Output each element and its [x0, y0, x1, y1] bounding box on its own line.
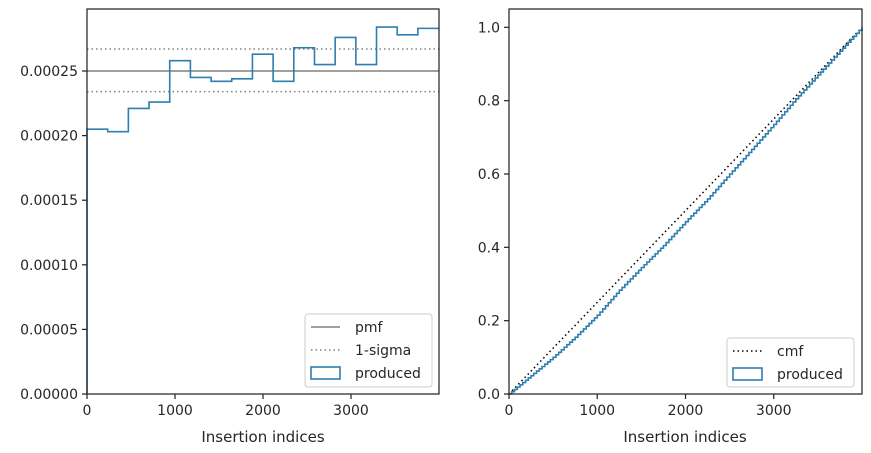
legend-label: produced [355, 366, 421, 382]
pmf-x-axis-label: Insertion indices [201, 428, 324, 446]
x-tick-label: 0 [83, 403, 92, 419]
y-tick-label: 0.00005 [20, 322, 78, 338]
pmf-plot-area [86, 26, 439, 394]
x-tick-label: 3000 [756, 403, 792, 419]
x-tick-label: 2000 [668, 403, 704, 419]
y-tick-label: 0.00015 [20, 193, 78, 209]
pmf-ticks: 0 1000 2000 3000 0.00000 0.00005 0.00010 0.0001… [20, 64, 369, 419]
legend-produced-patch [310, 366, 341, 380]
y-tick-label: 0.00020 [20, 129, 78, 145]
y-tick-label: 0.6 [478, 167, 500, 183]
cmf-ticks: 0 1000 2000 3000 0.0 0.2 0.4 0.6 0.8 1.0 [478, 20, 792, 419]
cmf-panel: 0 1000 2000 3000 0.0 0.2 0.4 0.6 0.8 1.0 Insertio… [478, 8, 863, 446]
cmf-line [508, 26, 863, 395]
y-tick-label: 0.4 [478, 240, 500, 256]
legend-label: produced [777, 367, 843, 383]
cmf-x-axis-label: Insertion indices [623, 428, 746, 446]
legend-box [726, 337, 855, 388]
x-tick-label: 2000 [245, 403, 281, 419]
cmf-legend: cmf produced [726, 337, 855, 388]
x-tick-label: 0 [505, 403, 514, 419]
legend-label: cmf [777, 344, 804, 360]
pmf-legend: pmf 1-sigma produced [304, 313, 433, 388]
produced-histogram [86, 26, 439, 394]
y-tick-label: 0.0 [478, 387, 500, 403]
y-tick-label: 0.00010 [20, 258, 78, 274]
y-tick-label: 0.00025 [20, 64, 78, 80]
produced-cumulative-line [509, 27, 863, 395]
legend-produced-patch [732, 367, 763, 381]
pmf-panel: 0 1000 2000 3000 0.00000 0.00005 0.00010 0.0001… [20, 8, 440, 446]
x-tick-label: 3000 [333, 403, 369, 419]
y-tick-label: 0.2 [478, 314, 500, 330]
cmf-axes-frame [508, 8, 863, 395]
x-tick-label: 1000 [579, 403, 615, 419]
legend-label: 1-sigma [355, 343, 411, 359]
cmf-plot-area [508, 26, 863, 395]
y-tick-label: 1.0 [478, 20, 500, 36]
legend-label: pmf [355, 320, 384, 336]
legend-box [304, 313, 433, 388]
x-tick-label: 1000 [157, 403, 193, 419]
y-tick-label: 0.8 [478, 94, 500, 110]
y-tick-label: 0.00000 [20, 387, 78, 403]
